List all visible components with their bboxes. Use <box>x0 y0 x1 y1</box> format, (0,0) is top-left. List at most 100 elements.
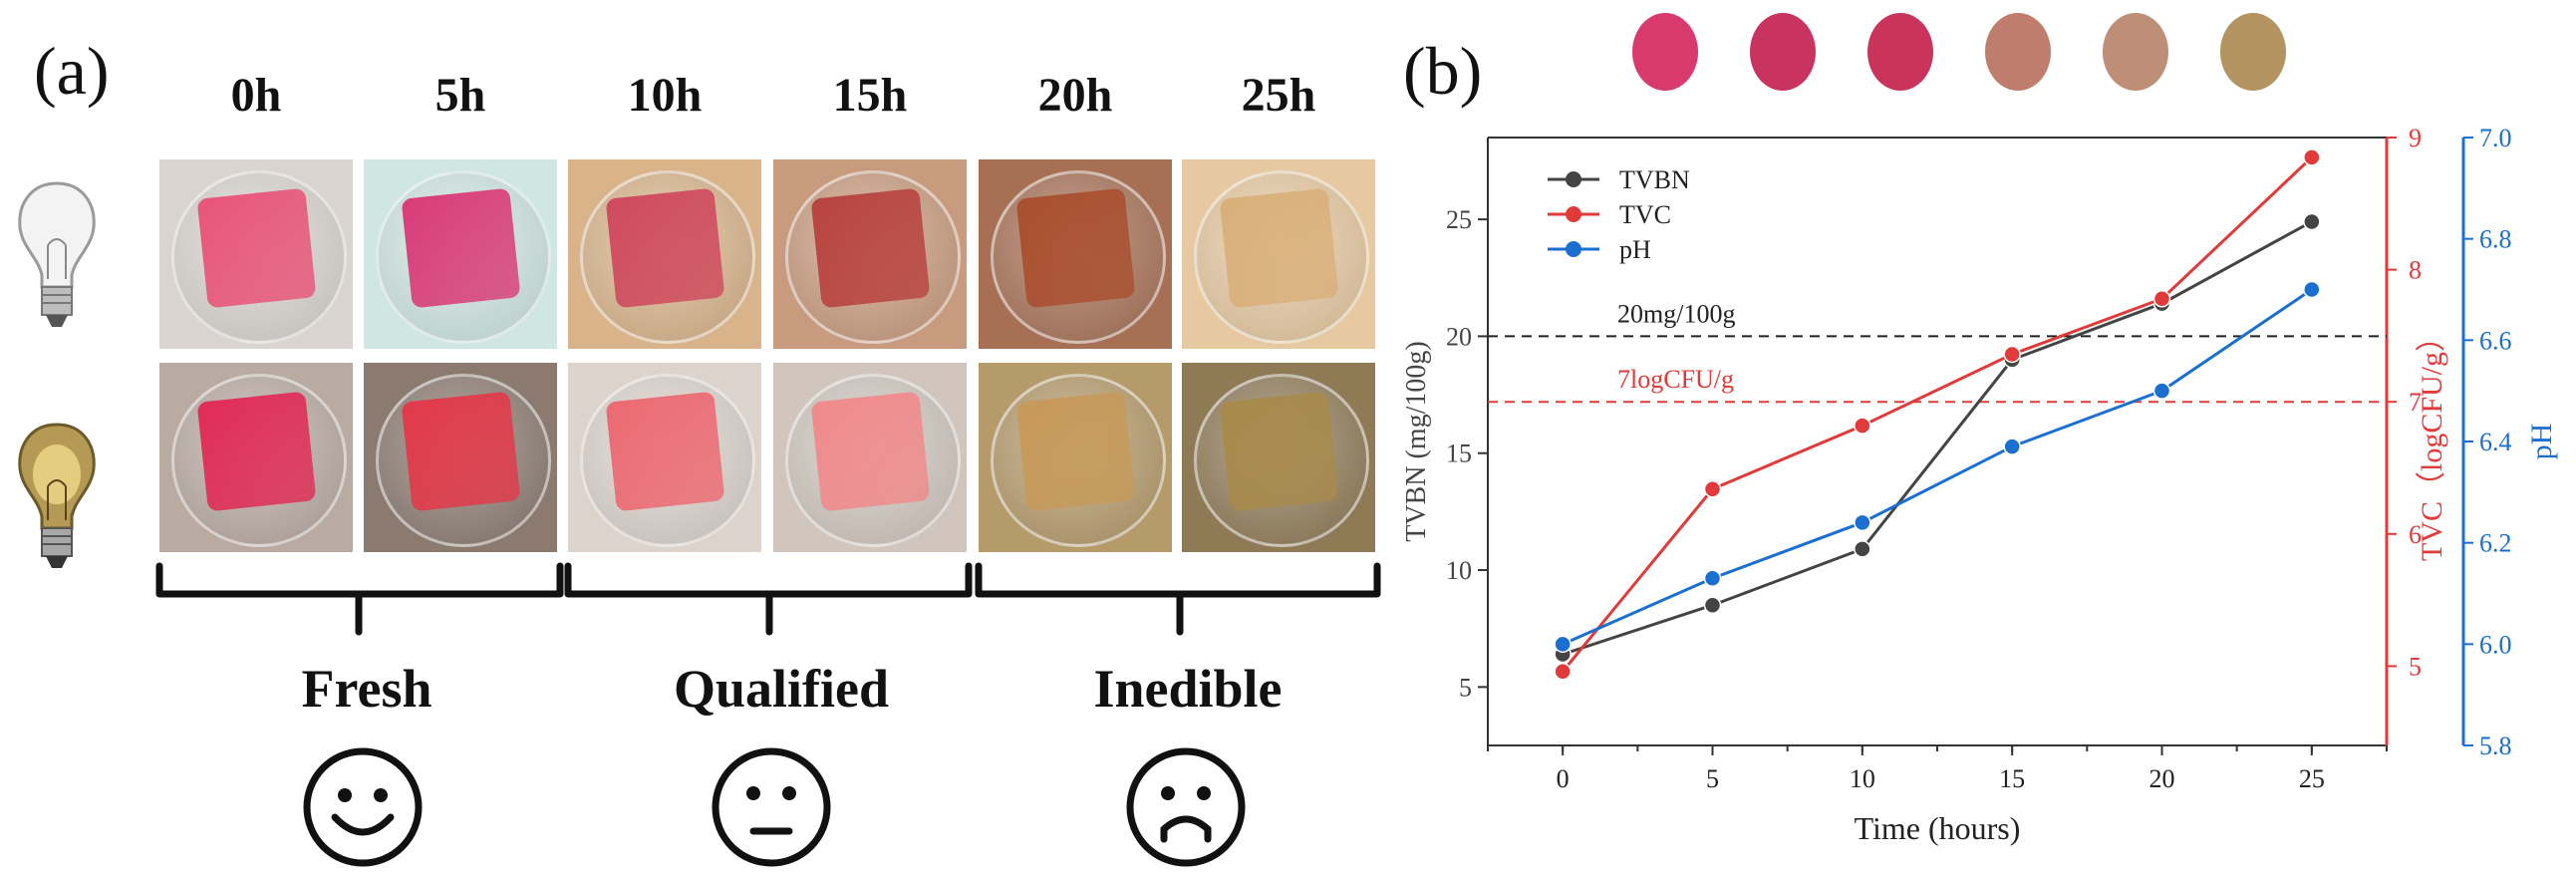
sample-photo-bottom-10h <box>568 363 761 552</box>
data-point-pH-0 <box>1554 635 1572 654</box>
tvc-tick-label: 8 <box>2409 256 2422 285</box>
data-point-TVC-4 <box>2152 290 2171 308</box>
indicator-film <box>1015 391 1135 512</box>
light-bulb-off-icon <box>18 181 96 327</box>
data-point-pH-1 <box>1703 569 1722 587</box>
indicator-film <box>196 187 316 309</box>
indicator-film <box>401 391 520 512</box>
inedible-brace <box>975 562 1381 636</box>
left-tick-label: 25 <box>1446 205 1472 234</box>
qualified-brace <box>564 562 973 636</box>
legend-marker-TVC <box>1566 206 1581 222</box>
sample-photo-top-15h <box>773 159 967 349</box>
left-tick-label: 15 <box>1446 439 1472 468</box>
tvc-tick-label: 9 <box>2409 124 2422 152</box>
light-bulb-on-icon <box>18 423 96 568</box>
ph-tick-label: 6.6 <box>2479 326 2512 355</box>
left-tick-label: 20 <box>1446 322 1472 351</box>
chart-axes: 5 10 15 20 25 5 6 7 8 9 5.8 6.0 6.2 6.4 6.6 6.8 7.0 0 5 10 1… <box>1446 124 2512 793</box>
data-point-TVC-1 <box>1703 479 1722 498</box>
sample-photo-top-10h <box>568 159 761 349</box>
stage-label-qualified: Qualified <box>673 659 890 719</box>
reference-label-0: 20mg/100g <box>1617 299 1735 328</box>
data-point-TVBN-5 <box>2303 212 2321 231</box>
sample-photo-top-0h <box>159 159 353 349</box>
time-label-20h: 20h <box>1037 69 1113 122</box>
ph-tick-label: 6.2 <box>2479 529 2512 558</box>
sample-photo-bottom-20h <box>979 363 1172 552</box>
sample-photo-bottom-0h <box>159 363 353 552</box>
sample-photo-top-5h <box>364 159 557 349</box>
color-swatch-3 <box>1985 13 2051 91</box>
reference-label-1: 7logCFU/g <box>1617 365 1734 394</box>
neutral-face-icon <box>712 747 831 867</box>
data-point-TVBN-2 <box>1854 540 1871 558</box>
indicator-film <box>1219 391 1338 512</box>
color-swatch-0 <box>1632 13 1698 91</box>
ph-tick-label: 5.8 <box>2479 732 2512 760</box>
time-label-25h: 25h <box>1241 69 1316 122</box>
axis-labels: Time (hours) TVBN (mg/100g) TVC（logCFU/g） p… <box>1401 322 2558 846</box>
indicator-film <box>605 391 724 512</box>
data-point-pH-5 <box>2303 280 2321 299</box>
sad-face-icon <box>1126 747 1246 867</box>
sample-photo-top-25h <box>1182 159 1375 349</box>
x-tick-label: 5 <box>1706 764 1719 793</box>
indicator-film <box>605 187 724 309</box>
x-tick-label: 10 <box>1850 764 1875 793</box>
reference-lines: 20mg/100g 7logCFU/g <box>1488 299 2387 404</box>
ph-tick-label: 6.8 <box>2479 225 2512 254</box>
legend-label-pH: pH <box>1619 235 1651 264</box>
sample-photo-bottom-15h <box>773 363 967 552</box>
stage-label-fresh: Fresh <box>301 659 432 719</box>
indicator-film <box>810 187 930 309</box>
sample-photo-bottom-25h <box>1182 363 1375 552</box>
panel-a-label: (a) <box>34 33 110 109</box>
time-label-5h: 5h <box>434 69 486 122</box>
data-point-TVC-0 <box>1554 662 1572 681</box>
x-tick-label: 20 <box>2149 764 2175 793</box>
tvc-tick-label: 7 <box>2409 388 2422 417</box>
ph-tick-label: 6.0 <box>2479 630 2512 659</box>
chart-legend: TVBN TVC pH <box>1548 165 1690 264</box>
x-tick-label: 15 <box>1999 764 2025 793</box>
series-line-TVBN <box>1562 220 2313 656</box>
x-tick-label: 25 <box>2299 764 2325 793</box>
legend-label-TVC: TVC <box>1619 200 1671 229</box>
indicator-film <box>196 391 316 512</box>
legend-label-TVBN: TVBN <box>1619 165 1690 194</box>
data-point-pH-4 <box>2152 382 2171 400</box>
happy-face-icon <box>303 747 423 867</box>
tvc-tick-label: 5 <box>2409 652 2422 681</box>
data-point-TVC-5 <box>2303 148 2321 166</box>
left-tick-label: 10 <box>1446 556 1472 585</box>
color-swatch-4 <box>2103 13 2168 91</box>
ph-axis-label: pH <box>2525 424 2558 460</box>
x-tick-label: 0 <box>1557 764 1570 793</box>
indicator-film <box>1015 187 1135 309</box>
series-lines <box>1554 148 2321 681</box>
data-point-pH-2 <box>1854 513 1871 532</box>
indicator-film <box>810 391 930 512</box>
time-label-10h: 10h <box>627 69 703 122</box>
left-axis-label: TVBN (mg/100g) <box>1401 341 1432 541</box>
indicator-film <box>401 187 520 309</box>
sample-photo-bottom-5h <box>364 363 557 552</box>
line-chart: 5 10 15 20 25 5 6 7 8 9 5.8 6.0 6.2 6.4 6.6 6.8 7.0 0 5 10 1… <box>1401 13 2558 846</box>
fresh-brace <box>155 562 564 636</box>
data-point-pH-3 <box>2003 438 2021 455</box>
color-swatch-1 <box>1750 13 1816 91</box>
color-swatches <box>1632 13 2286 91</box>
series-line-TVC <box>1562 155 2313 673</box>
ph-tick-label: 6.4 <box>2479 428 2512 456</box>
stage-label-inedible: Inedible <box>1093 659 1283 719</box>
data-point-TVC-2 <box>1854 417 1871 435</box>
ph-tick-label: 7.0 <box>2479 124 2512 152</box>
data-point-TVC-3 <box>2003 345 2021 364</box>
legend-marker-pH <box>1566 241 1581 257</box>
panel-b-label: (b) <box>1403 33 1483 109</box>
tvc-axis-label: TVC（logCFU/g） <box>2416 322 2448 561</box>
tvc-tick-label: 6 <box>2409 520 2422 549</box>
x-axis-label: Time (hours) <box>1855 810 2021 846</box>
indicator-film <box>1219 187 1338 309</box>
